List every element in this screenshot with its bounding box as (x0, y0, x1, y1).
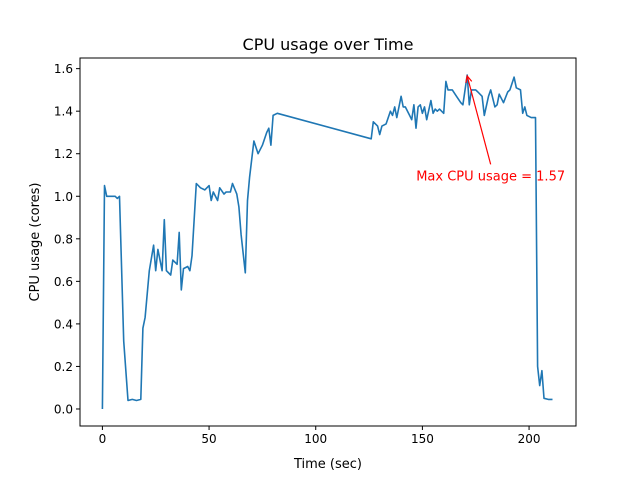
y-tick-label: 0.4 (54, 317, 73, 331)
plot-frame (79, 57, 577, 427)
x-axis-label: Time (sec) (293, 457, 362, 472)
y-tick-label: 1.0 (54, 190, 73, 204)
x-tick-label: 0 (99, 432, 107, 446)
annotation-text: Max CPU usage = 1.57 (416, 169, 565, 184)
chart-title: CPU usage over Time (243, 35, 414, 54)
y-tick-label: 0.8 (54, 232, 73, 246)
axis-ticks: 0 50 100 150 200 0.0 0.2 0.4 0.6 0.8 1.0 1.2 1.4 1.6 (54, 62, 541, 446)
series-line-cpu-usage (101, 74, 553, 410)
x-tick-label: 100 (304, 432, 327, 446)
y-tick-label: 1.2 (54, 147, 73, 161)
y-tick-label: 1.4 (54, 105, 73, 119)
y-axis-label: CPU usage (cores) (28, 183, 43, 302)
annotation-arrow (466, 75, 492, 165)
y-tick-label: 0.6 (54, 275, 73, 289)
max-annotation: Max CPU usage = 1.57 (416, 74, 565, 184)
x-tick-label: 50 (201, 432, 216, 446)
y-tick-label: 0.0 (54, 402, 73, 416)
annotation-arrowhead (465, 74, 473, 84)
x-tick-label: 200 (518, 432, 541, 446)
y-tick-label: 1.6 (54, 62, 73, 76)
y-tick-label: 0.2 (54, 360, 73, 374)
x-tick-label: 150 (411, 432, 434, 446)
